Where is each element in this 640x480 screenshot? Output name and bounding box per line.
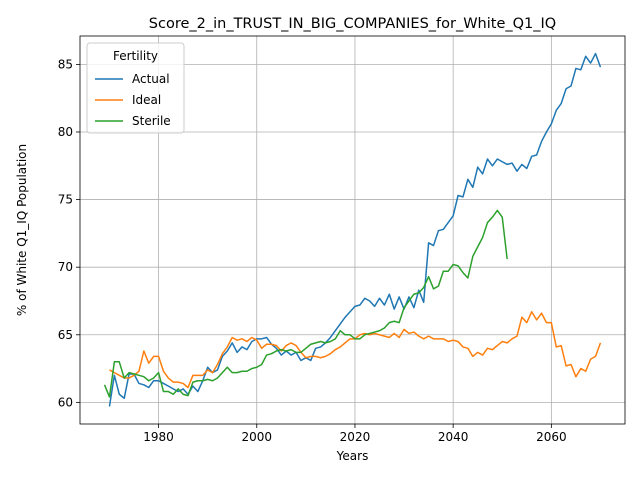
x-tick-label: 2020 (340, 430, 371, 444)
y-tick-label: 60 (58, 395, 73, 409)
series-line-actual (108, 52, 602, 407)
x-tick-label: 2040 (438, 430, 469, 444)
x-tick-label: 2000 (241, 430, 272, 444)
y-axis-label: % of White Q1_IQ Population (15, 144, 29, 316)
legend-title: Fertility (113, 49, 158, 63)
y-tick-label: 70 (58, 260, 73, 274)
legend-label-ideal: Ideal (132, 93, 161, 107)
y-tick-label: 85 (58, 57, 73, 71)
y-tick-label: 75 (58, 193, 73, 207)
grid-lines (80, 36, 625, 424)
legend-label-sterile: Sterile (132, 114, 171, 128)
legend-entries: Actual Ideal Sterile (95, 72, 171, 128)
x-axis-ticks: 1980 2000 2020 2040 2060 (143, 424, 567, 444)
legend-label-actual: Actual (132, 72, 170, 86)
y-axis-ticks: 60 65 70 75 80 85 (58, 57, 80, 409)
chart-title: Score_2_in_TRUST_IN_BIG_COMPANIES_for_Wh… (149, 16, 556, 32)
legend: Fertility Actual Ideal Sterile (86, 42, 185, 134)
legend-box (86, 42, 185, 134)
x-tick-label: 1980 (143, 430, 174, 444)
x-tick-label: 2060 (536, 430, 567, 444)
x-axis-label: Years (336, 449, 369, 463)
series-line-sterile (103, 209, 508, 398)
series-lines (103, 52, 602, 407)
y-tick-label: 80 (58, 125, 73, 139)
plot-area-frame (79, 35, 626, 425)
y-tick-label: 65 (58, 328, 73, 342)
